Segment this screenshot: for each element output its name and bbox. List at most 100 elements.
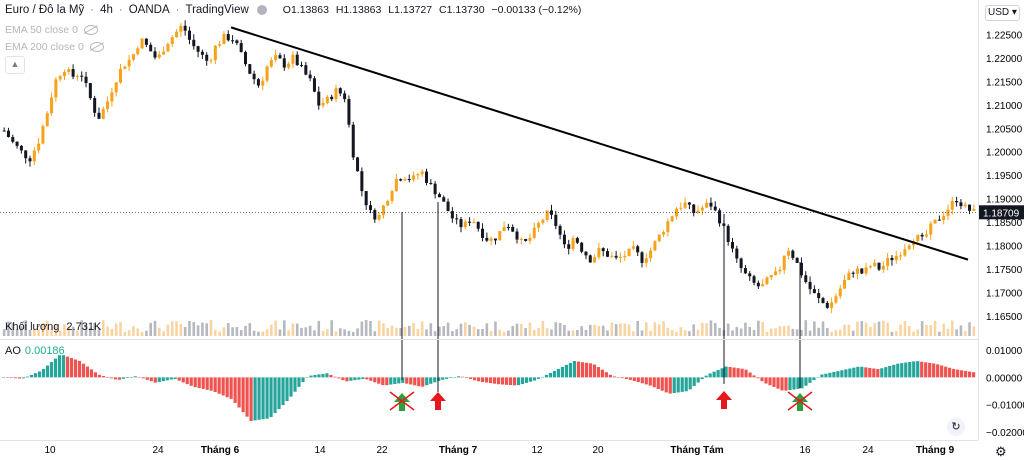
candle-body [920, 234, 924, 237]
ao-bar [716, 369, 720, 378]
ao-bar [145, 377, 149, 380]
ao-bar [481, 377, 485, 382]
ao-bar [940, 365, 944, 378]
ao-bar [385, 377, 389, 386]
ao-bar [540, 376, 545, 378]
ao-bar [656, 377, 660, 389]
ao-bar [536, 377, 541, 379]
volume-bar [15, 329, 19, 336]
eye-hidden-icon[interactable] [89, 42, 104, 52]
ao-bar [489, 377, 493, 384]
volume-bar [515, 323, 519, 336]
candle-body [84, 76, 88, 84]
ao-bar [816, 377, 820, 378]
ao-bar [824, 373, 828, 378]
ao-bar [469, 377, 473, 380]
candle-body [399, 179, 403, 181]
ao-bar [852, 367, 856, 378]
volume-bar [731, 330, 734, 336]
currency-select[interactable]: USD ▾ [985, 5, 1020, 21]
candle-body [24, 150, 28, 159]
volume-bar [183, 327, 187, 336]
candle-body [343, 93, 347, 100]
candle-body [946, 209, 950, 216]
pane-separator-ao[interactable] [0, 339, 978, 340]
candle-body [218, 43, 222, 46]
volume-bar [821, 321, 825, 336]
candle-body [45, 113, 49, 127]
ao-bar [113, 377, 117, 380]
volume-bar [890, 331, 894, 336]
ao-bar [473, 377, 477, 381]
candle-body [528, 237, 532, 241]
volume-bar [24, 320, 27, 336]
candle-body [498, 231, 502, 241]
volume-bar [399, 328, 402, 336]
volume-bar [248, 323, 252, 336]
candle-body [799, 262, 803, 276]
volume-bar [843, 324, 846, 336]
ao-bar [688, 377, 692, 390]
volume-bar [787, 325, 790, 336]
ao-bar [736, 368, 740, 378]
volume-bar [179, 323, 183, 336]
ao-bar [552, 370, 557, 378]
candle-body [916, 234, 920, 242]
volume-bar [511, 326, 514, 336]
volume-bar [153, 320, 157, 336]
ao-bar [465, 377, 469, 378]
candle-body [248, 64, 252, 74]
candle-body [726, 225, 730, 243]
ao-bar [960, 370, 964, 378]
ao-bar [840, 370, 844, 378]
red-up-arrow [716, 391, 732, 409]
ao-bar [928, 362, 932, 378]
ao-bar [844, 369, 848, 378]
volume-bar [300, 327, 303, 336]
ao-bar [129, 377, 133, 378]
volume-bar [817, 327, 820, 336]
candle-body [687, 202, 691, 205]
candle-body [782, 255, 786, 270]
ao-bar [429, 377, 433, 384]
ao-bar [956, 369, 960, 378]
candle-body [200, 51, 204, 55]
candle-body [205, 54, 209, 61]
volume-bar [451, 330, 454, 336]
eye-hidden-icon[interactable] [83, 25, 98, 35]
collapse-legend-button[interactable]: ▲ [5, 56, 25, 74]
candle-body [463, 221, 467, 228]
price-tick-label: 1.21000 [986, 101, 1023, 112]
ao-bar [684, 377, 688, 392]
ao-bar [900, 363, 904, 378]
scroll-to-realtime-button[interactable]: ↻ [947, 418, 965, 436]
volume-bar [481, 329, 484, 336]
candle-body [968, 204, 972, 211]
candle-body [877, 262, 881, 270]
indicator-ema50[interactable]: EMA 50 close 0 [5, 24, 98, 36]
volume-bar [84, 324, 88, 336]
symbol-name[interactable]: Euro / Đô la Mỹ [5, 4, 85, 16]
ao-bar [197, 377, 201, 389]
volume-bar [158, 327, 161, 336]
volume-bar [71, 326, 75, 336]
gear-icon[interactable]: ⚙ [995, 444, 1007, 459]
volume-bar [744, 322, 747, 336]
market-status-icon [256, 5, 267, 15]
interval-label[interactable]: 4h [100, 4, 113, 16]
green-up-arrow [394, 393, 410, 411]
price-tick-label: 1.20000 [986, 148, 1023, 159]
volume-bar [528, 322, 532, 336]
indicator-ema200[interactable]: EMA 200 close 0 [5, 41, 104, 53]
ao-bar [325, 373, 329, 378]
price-tick-label: 1.19000 [986, 195, 1023, 206]
ao-bar [453, 377, 457, 378]
ao-bar [485, 377, 489, 383]
candle-body [455, 218, 459, 220]
ao-bar [353, 377, 357, 381]
candle-body [312, 78, 316, 92]
volume-bar [429, 323, 433, 336]
candle-body [373, 210, 377, 220]
candle-body [450, 211, 454, 219]
